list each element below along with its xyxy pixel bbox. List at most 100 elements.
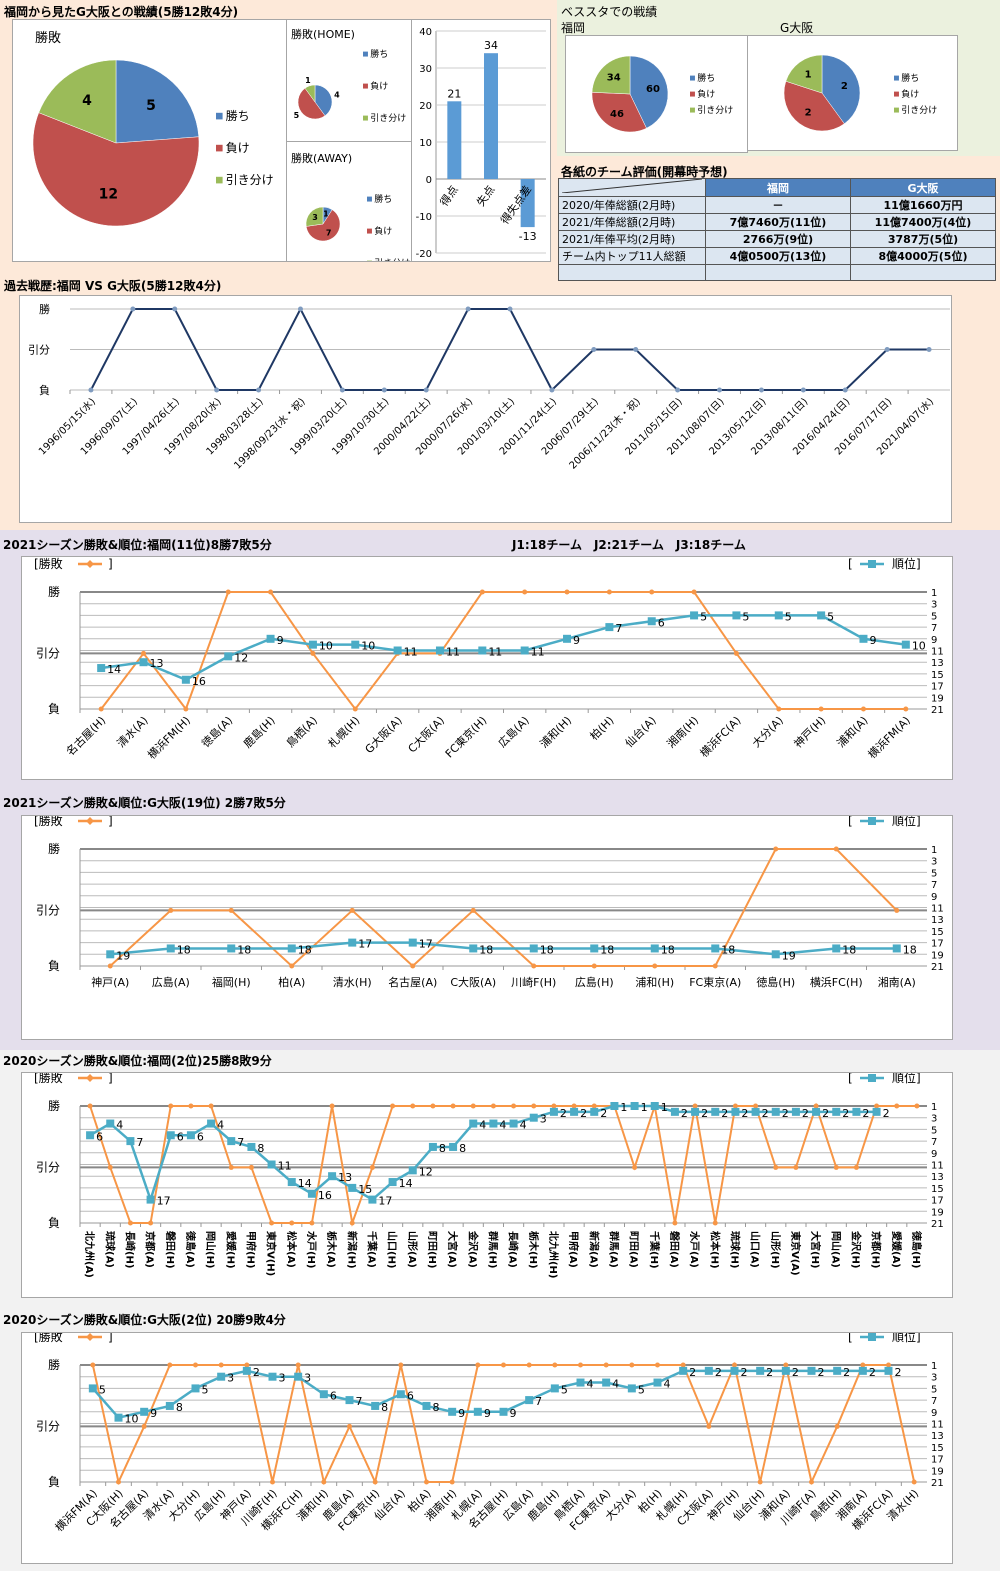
- rank-data-label: 5: [785, 610, 792, 623]
- rank-tick-label: 3: [931, 600, 937, 611]
- result-point: [410, 963, 416, 969]
- result-point: [809, 1479, 814, 1485]
- rank-point: [892, 944, 901, 953]
- x-tick-label: 甲府(H): [244, 1231, 257, 1269]
- legend-result-label: [勝敗: [34, 1073, 63, 1085]
- pie-data-label: 3: [312, 213, 318, 222]
- result-point: [712, 1220, 718, 1226]
- rank-data-label: 2: [721, 1107, 728, 1120]
- rank-data-label: 4: [664, 1378, 671, 1391]
- pie-data-label: 12: [99, 187, 118, 203]
- x-tick-label: 琉球(A): [103, 1231, 116, 1268]
- rank-data-label: 2: [766, 1366, 773, 1379]
- result-point: [449, 1479, 455, 1485]
- rank-data-label: 4: [612, 1378, 619, 1391]
- x-tick-label: 鹿島(H): [240, 713, 277, 750]
- rank-point: [691, 1107, 700, 1116]
- rank-point: [114, 1413, 123, 1422]
- overall-pie-panel: 勝敗 5 12 4 勝ち 負け 引き分け: [12, 19, 287, 262]
- result-point: [649, 589, 655, 595]
- result-point: [591, 963, 597, 969]
- rank-point: [368, 1195, 377, 1204]
- s2021-fukuoka-panel: [勝敗][順位] 1 3 5 7 9 11 13 15 17 19 21 勝引分負名古屋(H) 清水(A)…: [21, 556, 953, 780]
- rank-point: [872, 1107, 881, 1116]
- evaluation-row-label: 2020/年俸総額(2月時): [558, 196, 706, 214]
- x-tick-label: 金沢(H): [849, 1230, 862, 1269]
- rank-data-label: 13: [338, 1171, 352, 1184]
- x-tick-label: 得点: [438, 183, 461, 208]
- x-tick-label: 横浜FM(A): [865, 713, 913, 761]
- rank-data-label: 2: [580, 1107, 587, 1120]
- result-point: [818, 706, 824, 712]
- rank-data-label: 1: [661, 1101, 668, 1114]
- legend-rank-marker: [868, 1074, 876, 1082]
- rank-data-label: 10: [319, 640, 333, 653]
- x-tick-label: 福岡(H): [212, 975, 251, 989]
- evaluation-row: [558, 264, 996, 281]
- x-tick-label: 1998/09/23(水・祝): [231, 395, 308, 472]
- rank-data-label: 5: [827, 610, 834, 623]
- result-point: [874, 1103, 880, 1109]
- result-tick-label: 負: [48, 959, 60, 973]
- pie-slice-loss: [591, 92, 647, 133]
- rank-point: [711, 1107, 720, 1116]
- result-point: [753, 1103, 759, 1109]
- pie-slice-loss: [297, 87, 326, 120]
- x-tick-label: FC東京(A): [689, 975, 741, 989]
- rank-point: [489, 1119, 498, 1128]
- data-point: [172, 306, 178, 312]
- rank-point: [730, 1366, 739, 1375]
- rank-point: [478, 646, 487, 655]
- rank-point: [422, 1401, 431, 1410]
- rank-point: [852, 1107, 861, 1116]
- rank-data-label: 2: [802, 1107, 809, 1120]
- rank-data-label: 7: [356, 1395, 363, 1408]
- rank-tick-label: 15: [931, 1184, 944, 1195]
- rank-point: [590, 1107, 599, 1116]
- rank-point: [140, 1407, 149, 1416]
- result-point: [349, 907, 355, 913]
- result-point: [183, 706, 189, 712]
- rank-tick-label: 21: [931, 1219, 944, 1230]
- rank-point: [549, 1107, 558, 1116]
- rank-point: [165, 1401, 174, 1410]
- x-tick-label: 清水(A): [115, 714, 151, 750]
- x-tick-label: 清水(H): [333, 976, 372, 989]
- result-point: [571, 1103, 577, 1109]
- rank-point: [247, 1142, 256, 1151]
- rank-data-label: 17: [419, 938, 433, 951]
- rank-point: [126, 1137, 135, 1146]
- rank-data-label: 2: [701, 1107, 708, 1120]
- x-tick-label: 広島(A): [495, 713, 532, 750]
- result-point: [90, 1362, 96, 1368]
- x-tick-label: 千葉(A): [365, 1231, 378, 1268]
- x-tick-label: 水戸(H): [305, 1230, 318, 1269]
- rank-point: [653, 1378, 662, 1387]
- rank-point: [166, 944, 175, 953]
- evaluation-gosaka-value: 11億1660万円: [850, 196, 996, 214]
- legend-swatch-loss: [363, 83, 368, 89]
- x-tick-label: 神戸(A): [91, 975, 129, 989]
- rank-point: [469, 1119, 478, 1128]
- rank-data-label: 7: [535, 1395, 542, 1408]
- x-tick-label: 浦和(A): [834, 714, 870, 750]
- result-point: [511, 1103, 517, 1109]
- result-point: [347, 1423, 352, 1429]
- legend-rank-open: [: [848, 1073, 853, 1085]
- rank-point: [570, 1107, 579, 1116]
- rank-tick-label: 1: [931, 1102, 937, 1113]
- pie-slice-loss: [783, 80, 845, 132]
- result-point: [551, 1103, 557, 1109]
- data-point: [884, 347, 890, 352]
- rank-point: [711, 944, 720, 953]
- rank-tick-label: 5: [931, 868, 937, 879]
- result-point: [776, 706, 782, 712]
- data-point: [926, 347, 932, 352]
- y-tick-label: 勝: [39, 302, 50, 316]
- result-point: [87, 1103, 93, 1109]
- evaluation-fukuoka-value: 4億0500万(13位): [705, 247, 851, 265]
- result-point: [894, 907, 900, 913]
- evaluation-row-label: [558, 264, 706, 281]
- legend-label: 勝ち: [226, 108, 250, 123]
